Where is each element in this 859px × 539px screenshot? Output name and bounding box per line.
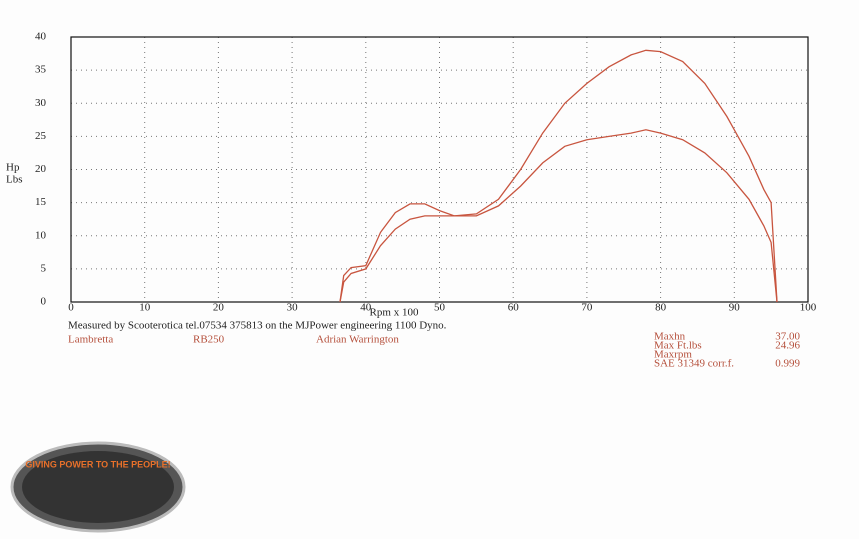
- x-tick-label: 60: [508, 302, 520, 314]
- y-tick-label: 30: [35, 97, 47, 109]
- y-axis-label: Hp: [6, 162, 20, 174]
- detail: Lambretta: [68, 334, 113, 346]
- stat-value: 0.999: [775, 358, 800, 370]
- x-tick-label: 20: [213, 302, 225, 314]
- y-tick-label: 10: [35, 229, 47, 241]
- y-tick-label: 15: [35, 196, 47, 208]
- x-tick-label: 50: [434, 302, 446, 314]
- stat-value: 24.96: [775, 340, 800, 352]
- line-series: [339, 129, 778, 303]
- stat-label: Maxhn: [654, 331, 686, 343]
- x-tick-label: 100: [800, 302, 817, 314]
- x-tick-label: 0: [68, 302, 74, 314]
- y-axis-label: Lbs: [6, 174, 23, 186]
- stat-label: SAE 31349 corr.f.: [654, 358, 734, 370]
- x-tick-label: 80: [655, 302, 667, 314]
- detail: Adrian Warrington: [316, 334, 399, 346]
- x-tick-label: 40: [360, 302, 372, 314]
- x-tick-label: 70: [581, 302, 593, 314]
- logo: GIVING POWER TO THE PEOPLE!: [10, 441, 186, 533]
- stat-label: Max Ft.lbs: [654, 340, 702, 352]
- x-tick-label: 30: [287, 302, 299, 314]
- y-tick-label: 0: [41, 296, 47, 308]
- x-tick-label: 10: [139, 302, 151, 314]
- x-axis-label: Rpm x 100: [370, 307, 419, 319]
- x-tick-label: 90: [729, 302, 741, 314]
- y-tick-label: 5: [41, 262, 47, 274]
- line-series: [339, 49, 778, 303]
- y-tick-label: 35: [35, 64, 47, 76]
- detail: RB250: [193, 334, 225, 346]
- y-tick-label: 40: [35, 31, 47, 43]
- stat-label: Maxrpm: [654, 349, 692, 361]
- note: Measured by Scooterotica tel.07534 37581…: [68, 320, 447, 332]
- plot-frame: [70, 36, 809, 303]
- y-tick-label: 20: [35, 163, 47, 175]
- logo-text: GIVING POWER TO THE PEOPLE!: [25, 459, 170, 469]
- y-tick-label: 25: [35, 130, 47, 142]
- stat-value: 37.00: [775, 331, 800, 343]
- logo-inner: [22, 451, 174, 523]
